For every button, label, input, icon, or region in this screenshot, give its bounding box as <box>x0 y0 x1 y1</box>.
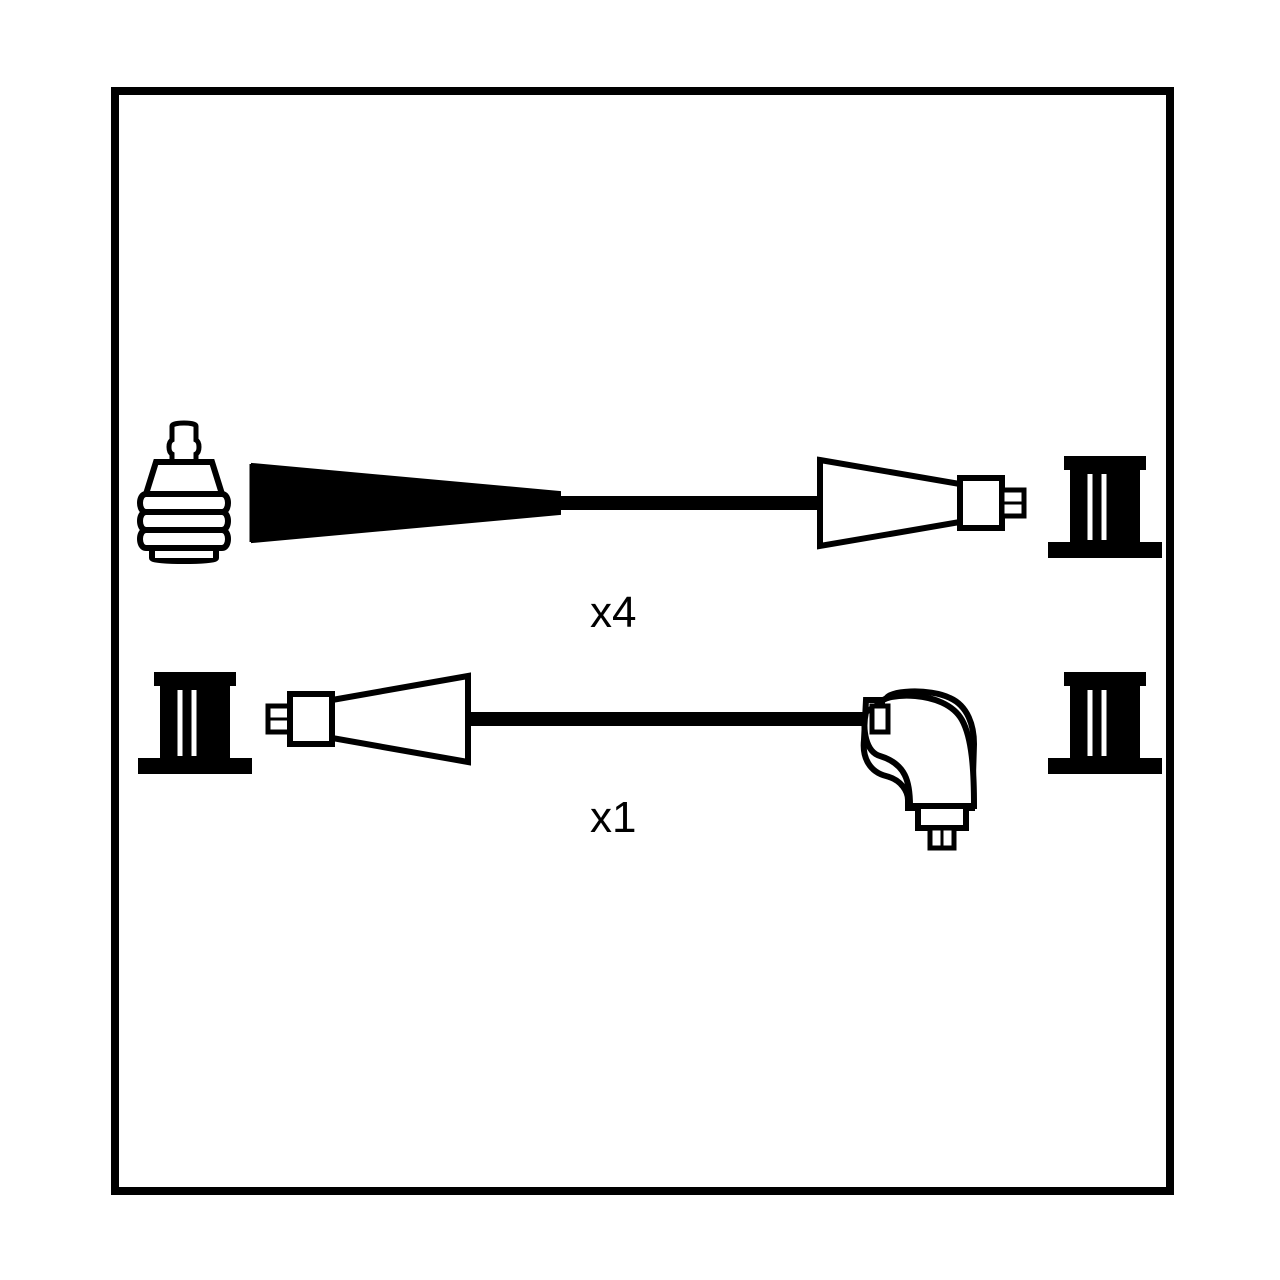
boot-upper-left <box>140 423 228 561</box>
mount-lower-right <box>1048 672 1162 774</box>
frame-border <box>115 91 1170 1191</box>
qty-label-top: x4 <box>590 588 636 638</box>
qty-label-bottom: x1 <box>590 793 636 843</box>
mount-lower-left <box>138 672 252 774</box>
mount-upper-right <box>1048 456 1162 558</box>
diagram-canvas: x4 x1 <box>0 0 1280 1280</box>
cable-top <box>252 460 1024 546</box>
diagram-svg <box>0 0 1280 1280</box>
